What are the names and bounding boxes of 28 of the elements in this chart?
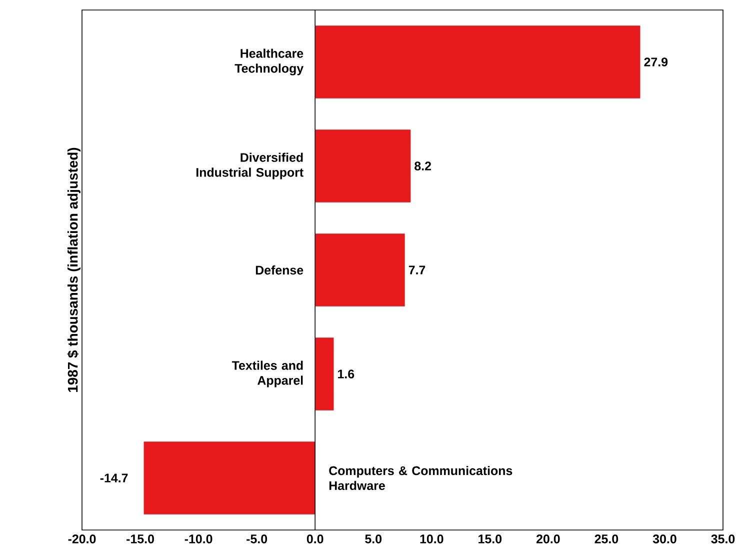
y-tick-label: Textiles and Apparel bbox=[232, 360, 303, 388]
x-tick-label: 10.0 bbox=[420, 534, 444, 544]
y-tick-label: Healthcare Technology bbox=[234, 48, 304, 76]
bar bbox=[315, 130, 411, 202]
x-tick-label: -15.0 bbox=[126, 534, 154, 544]
x-tick-label: -10.0 bbox=[184, 534, 212, 544]
bar bbox=[315, 26, 640, 98]
x-tick-label: 30.0 bbox=[652, 534, 676, 544]
data-label: 7.7 bbox=[408, 266, 426, 274]
x-tick-label: 25.0 bbox=[594, 534, 618, 544]
x-tick-label: 20.0 bbox=[536, 534, 560, 544]
x-tick-label: 35.0 bbox=[711, 534, 735, 544]
x-tick-label: 0.0 bbox=[306, 534, 324, 544]
data-label: -14.7 bbox=[100, 474, 128, 482]
data-label: 8.2 bbox=[414, 162, 431, 170]
y-tick-label: Defense bbox=[256, 265, 304, 275]
bar bbox=[315, 338, 334, 410]
x-tick-label: -5.0 bbox=[246, 534, 268, 544]
bar bbox=[144, 442, 316, 514]
x-tick-label: 5.0 bbox=[365, 534, 382, 544]
data-label: 1.6 bbox=[338, 370, 354, 378]
x-tick-label: 15.0 bbox=[478, 534, 502, 544]
y-tick-label: Diversified Industrial Support bbox=[196, 152, 304, 180]
y-tick-label: Computers & Communications Hardware bbox=[329, 466, 512, 490]
x-tick-label: -20.0 bbox=[68, 534, 96, 544]
data-label: 27.9 bbox=[644, 58, 668, 66]
y-axis-title: 1987 $ thousands (inflation adjusted) bbox=[67, 148, 80, 392]
bar bbox=[315, 234, 405, 306]
